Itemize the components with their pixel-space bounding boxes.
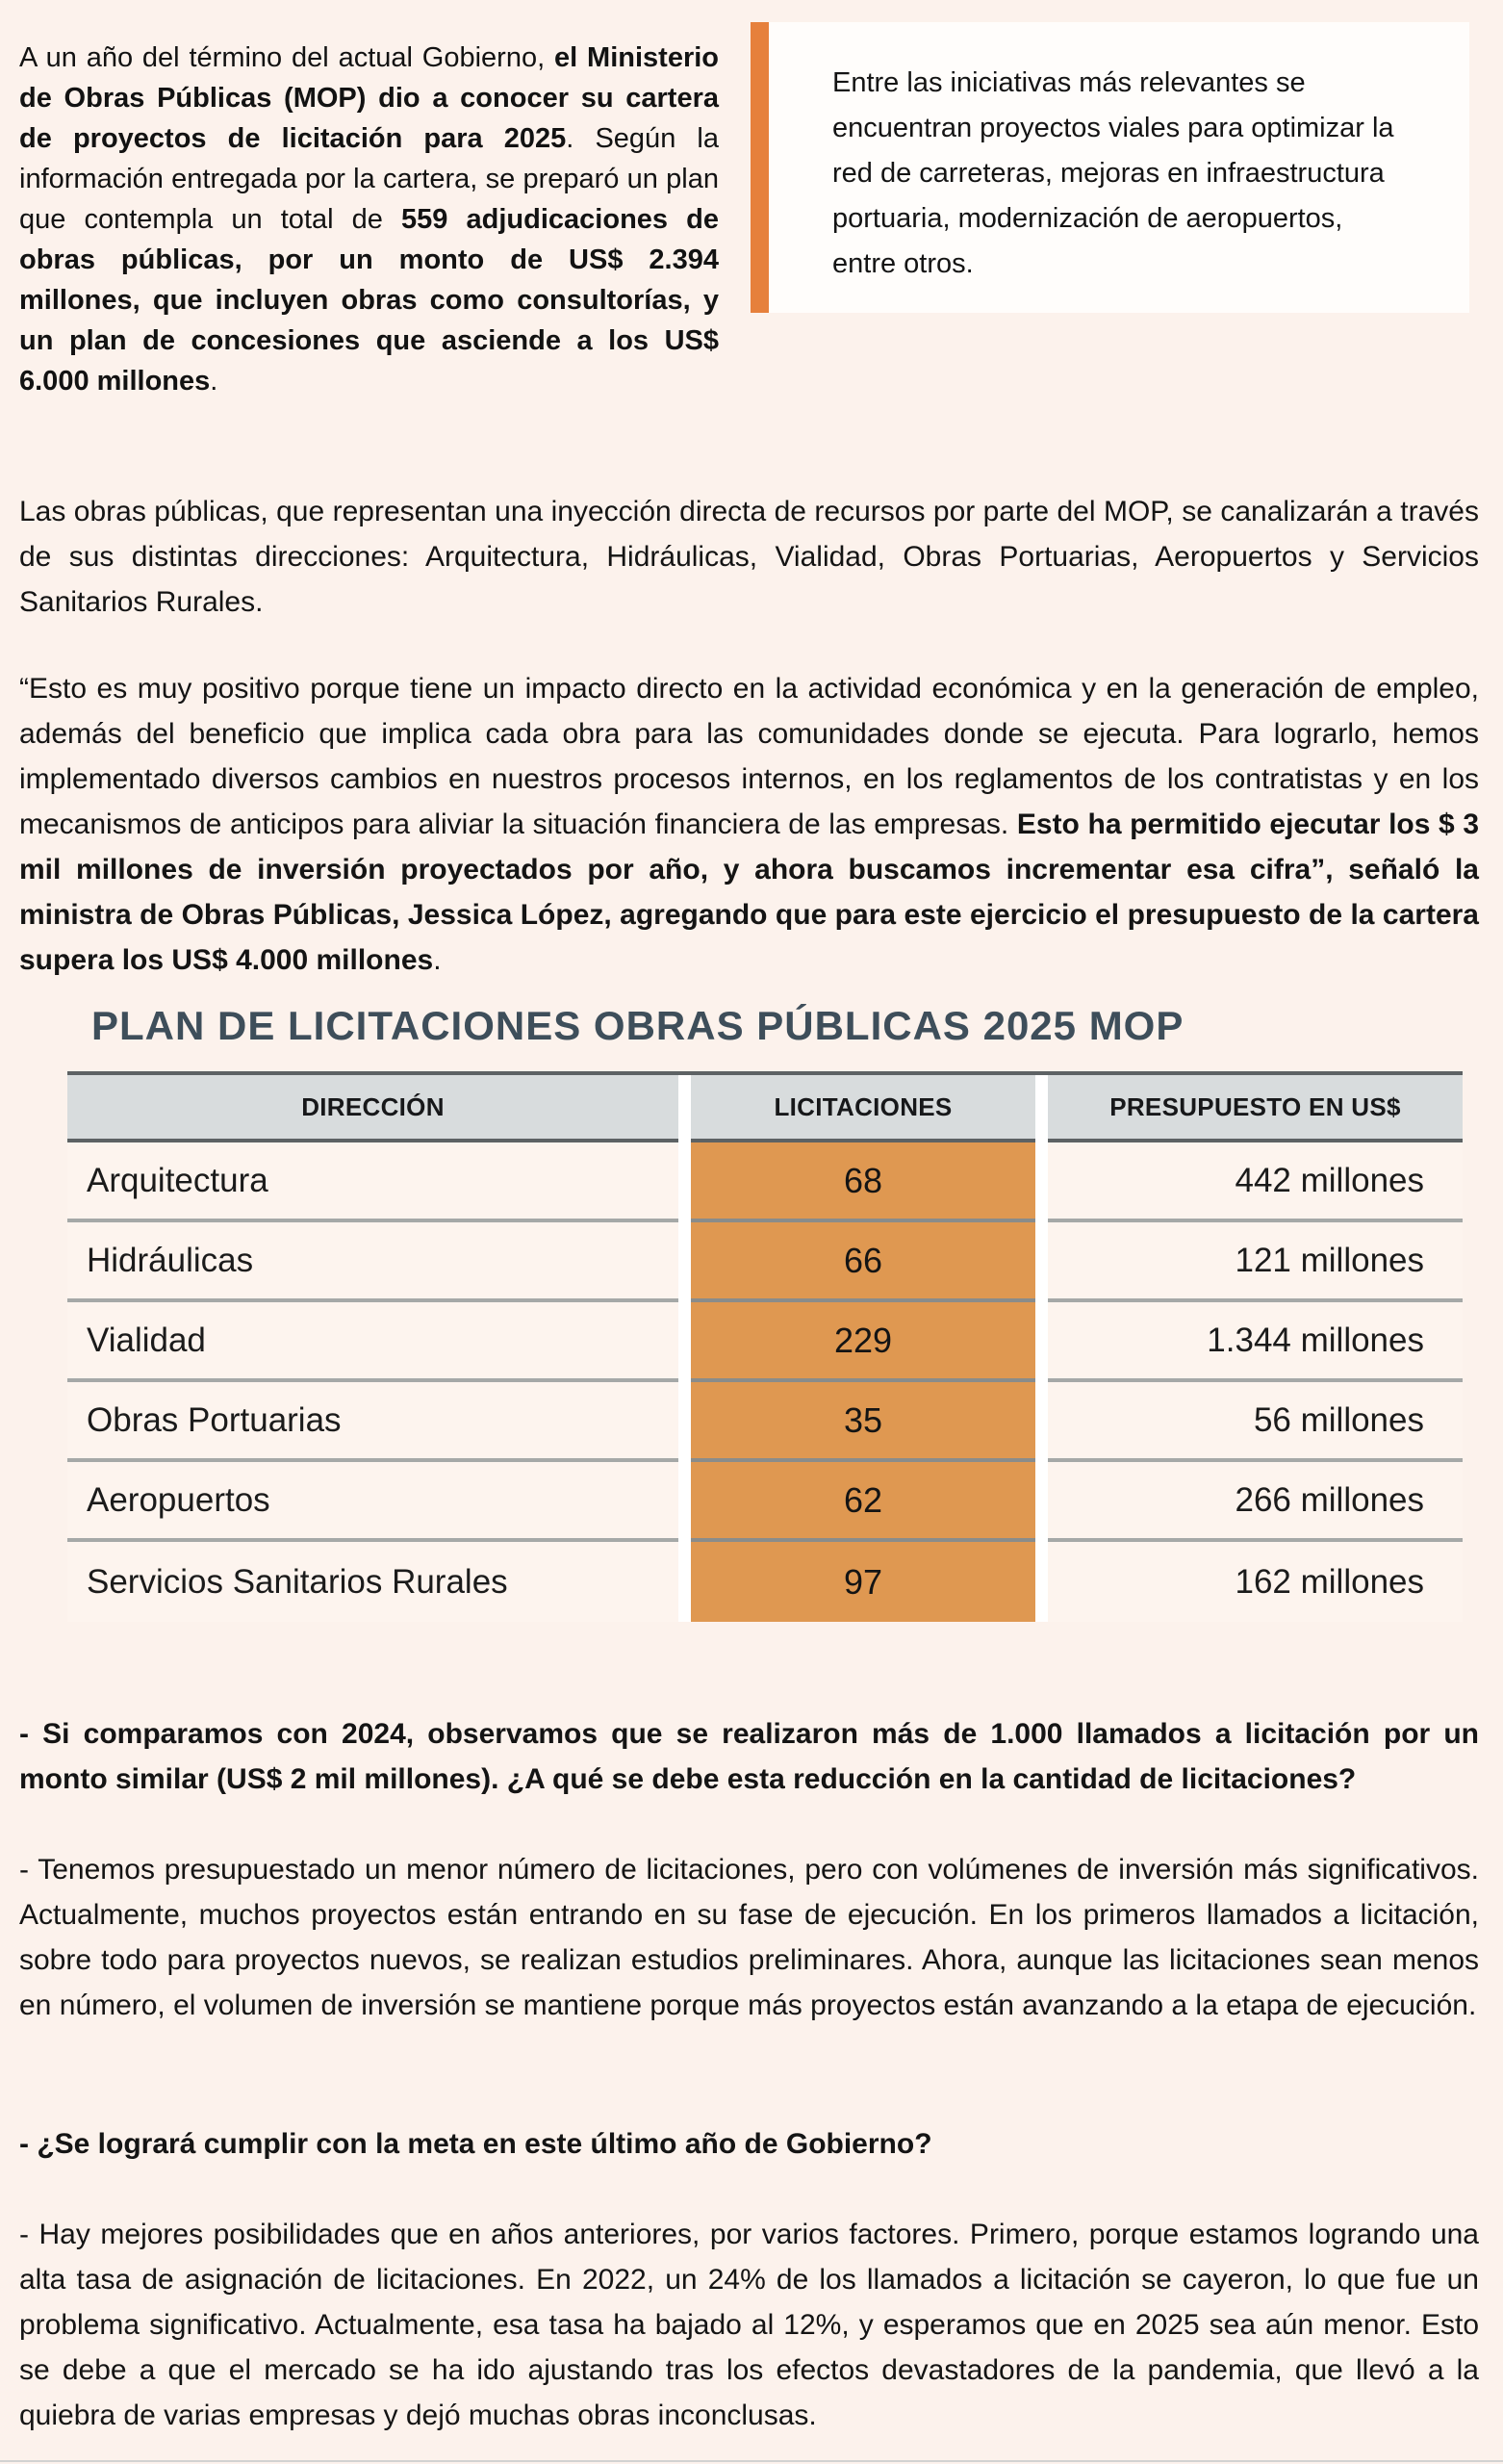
table-top-border xyxy=(67,1071,1463,1075)
column-header-licitaciones: LICITACIONES xyxy=(691,1075,1035,1142)
answer-2: - Hay mejores posibilidades que en años … xyxy=(19,2219,1479,2431)
table-row-licitaciones: 97 xyxy=(691,1542,1035,1622)
column-header-presupuesto: PRESUPUESTO EN US$ xyxy=(1048,1075,1463,1142)
table-row-presupuesto: 442 millones xyxy=(1048,1142,1463,1222)
table-row-presupuesto: 1.344 millones xyxy=(1048,1302,1463,1382)
table-row-presupuesto: 162 millones xyxy=(1048,1542,1463,1622)
table-row-direccion: Obras Portuarias xyxy=(67,1382,678,1462)
bottom-divider xyxy=(0,2460,1503,2462)
paragraph-ministra-quote: “Esto es muy positivo porque tiene un im… xyxy=(19,673,1480,976)
answer-1: - Tenemos presupuestado un menor número … xyxy=(19,1854,1479,2021)
table-row-licitaciones: 229 xyxy=(691,1302,1035,1382)
callout-text: Entre las iniciativas más relevantes se … xyxy=(832,67,1394,279)
column-header-direccion: DIRECCIÓN xyxy=(67,1075,678,1142)
table-row-presupuesto: 121 millones xyxy=(1048,1222,1463,1302)
table-row-licitaciones: 68 xyxy=(691,1142,1035,1222)
table-row-licitaciones: 62 xyxy=(691,1462,1035,1542)
question-2: - ¿Se logrará cumplir con la meta en est… xyxy=(19,2128,932,2160)
table-row-presupuesto: 56 millones xyxy=(1048,1382,1463,1462)
table-row-direccion: Arquitectura xyxy=(67,1142,678,1222)
table-row-direccion: Vialidad xyxy=(67,1302,678,1382)
intro-paragraph: A un año del término del actual Gobierno… xyxy=(19,42,720,397)
table-title: PLAN DE LICITACIONES OBRAS PÚBLICAS 2025… xyxy=(91,1003,1185,1048)
table-row-direccion: Hidráulicas xyxy=(67,1222,678,1302)
table-row-direccion: Aeropuertos xyxy=(67,1462,678,1542)
table-row-licitaciones: 35 xyxy=(691,1382,1035,1462)
highlight-callout-box: Entre las iniciativas más relevantes se … xyxy=(751,22,1469,313)
licitaciones-table: DIRECCIÓN LICITACIONES PRESUPUESTO EN US… xyxy=(67,1071,1463,1622)
paragraph-obras-publicas: Las obras públicas, que representan una … xyxy=(19,496,1479,618)
question-1: - Si comparamos con 2024, observamos que… xyxy=(19,1718,1479,1795)
table-row-presupuesto: 266 millones xyxy=(1048,1462,1463,1542)
table-row-licitaciones: 66 xyxy=(691,1222,1035,1302)
table-row-direccion: Servicios Sanitarios Rurales xyxy=(67,1542,678,1622)
